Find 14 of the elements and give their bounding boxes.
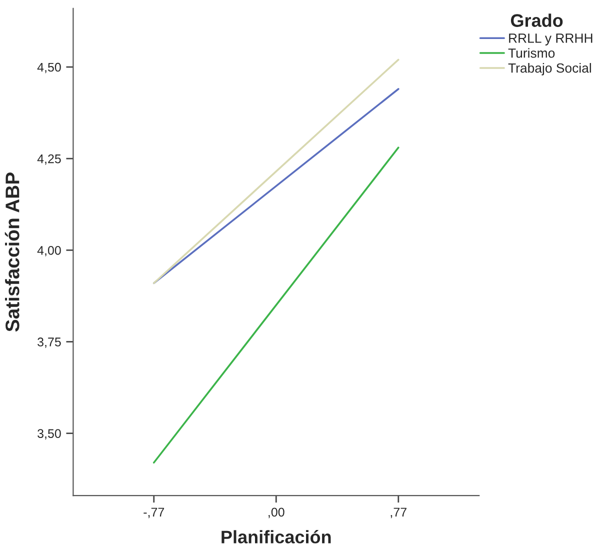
x-tick-label: -,77: [144, 508, 164, 518]
x-tick-label: ,77: [390, 508, 406, 518]
legend-label: Trabajo Social: [508, 63, 591, 76]
x-axis-title: Planificación: [222, 530, 331, 544]
legend-title: Grado: [510, 14, 563, 27]
y-tick-label: 4,00: [37, 246, 61, 256]
y-axis-title: Satisfacción ABP: [4, 172, 20, 332]
y-tick-label: 4,50: [37, 62, 61, 74]
y-tick-label: 3,50: [38, 429, 61, 440]
y-tick-label: 3,75: [38, 338, 61, 348]
y-tick-label: 4,25: [37, 154, 61, 165]
legend-label: RRLL y RRHH: [509, 34, 592, 46]
x-tick-label: ,00: [268, 508, 284, 518]
legend-label: Turismo: [508, 48, 555, 58]
